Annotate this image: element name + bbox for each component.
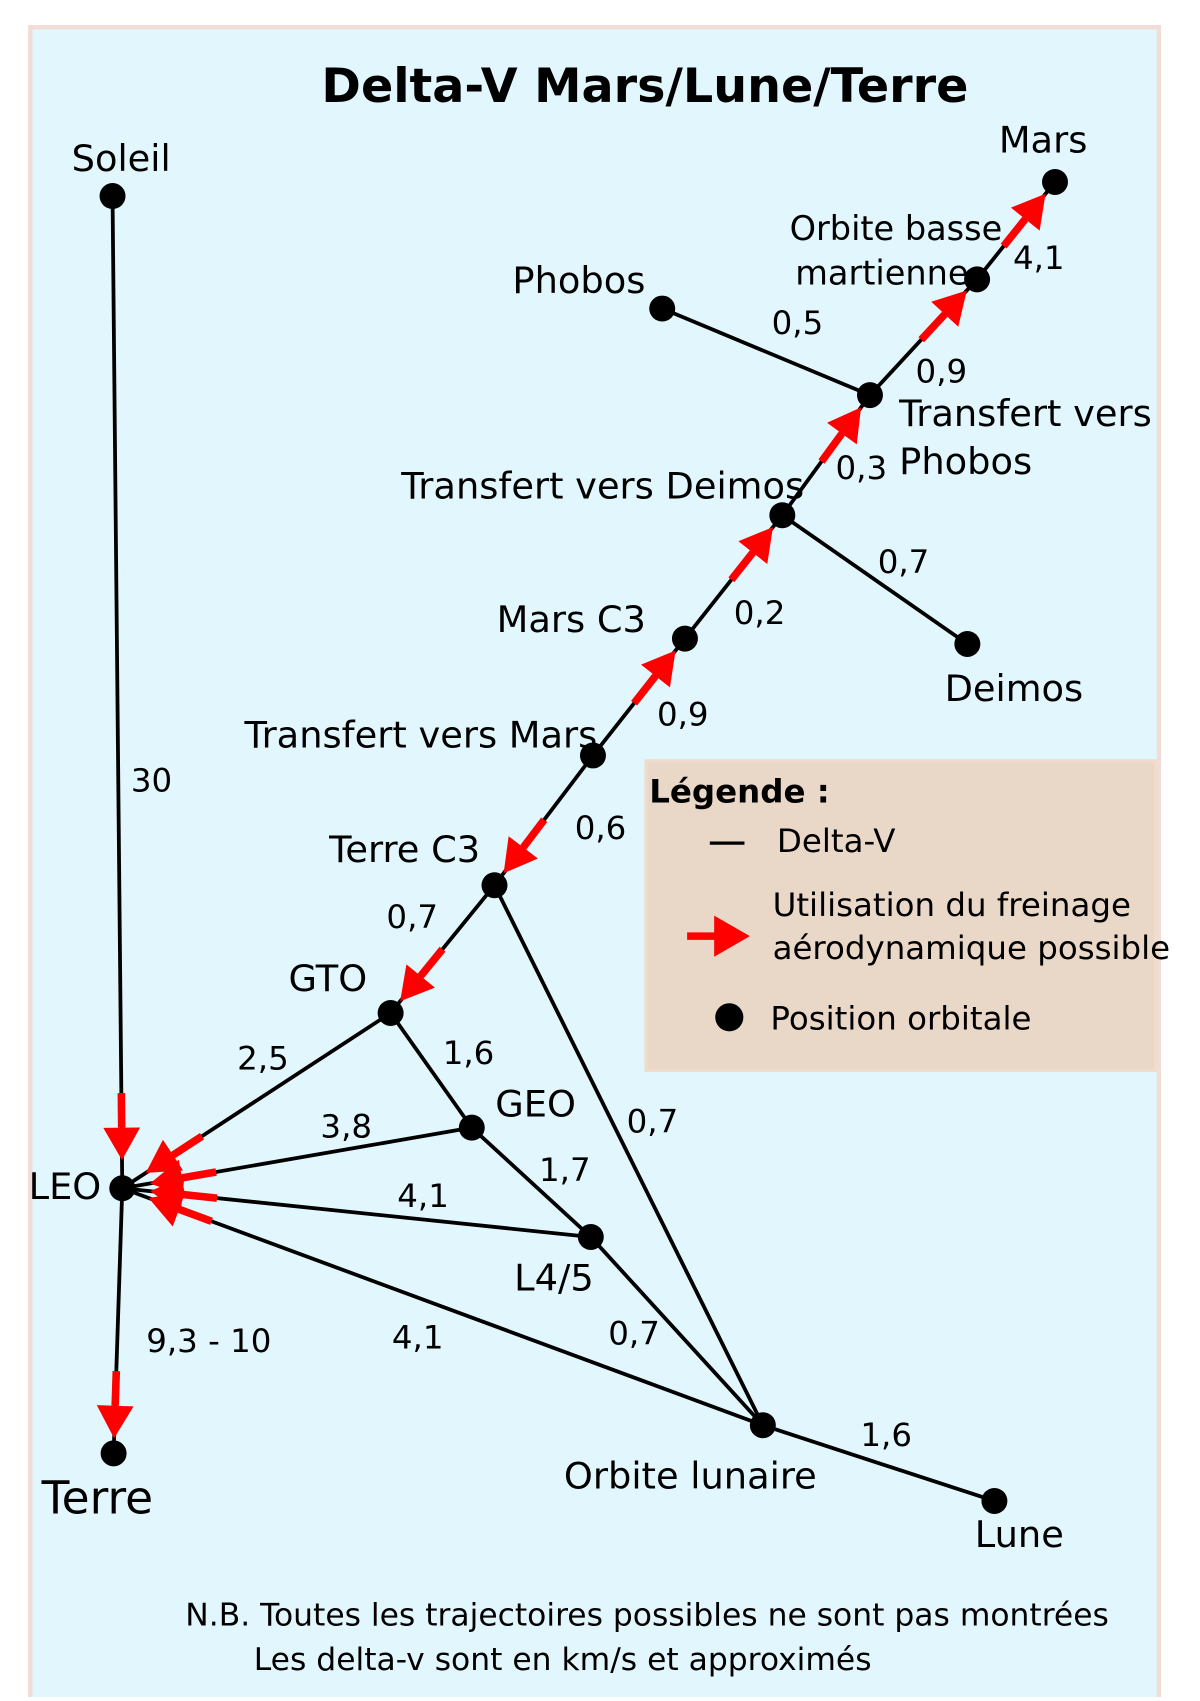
node-label: Mars — [999, 118, 1088, 161]
node-dot — [578, 1224, 604, 1250]
node-dot — [649, 296, 675, 322]
delta-v-label: 0,7 — [608, 1314, 660, 1352]
node-label: Lune — [975, 1513, 1064, 1556]
delta-v-label: 0,6 — [575, 809, 627, 847]
delta-v-label: 3,8 — [320, 1108, 372, 1146]
node-label: Transfert vers — [898, 392, 1152, 435]
node-label: Transfert vers Deimos — [400, 465, 804, 508]
node-dot — [482, 872, 508, 898]
delta-v-label: 0,2 — [734, 594, 786, 632]
node-label: Mars C3 — [497, 598, 646, 641]
node-label: Terre — [41, 1471, 154, 1524]
node-label: martienne — [795, 254, 968, 293]
aerobraking-shaft — [183, 1195, 217, 1199]
node-dot — [100, 183, 126, 209]
legend-aerobraking-2: aérodynamique possible — [773, 929, 1171, 967]
delta-v-label: 0,3 — [836, 449, 888, 487]
node-label: LEO — [29, 1165, 102, 1208]
delta-v-label: 0,5 — [772, 304, 824, 342]
node-label: GEO — [495, 1083, 576, 1126]
node-label: Phobos — [512, 259, 645, 302]
node-dot — [1042, 169, 1068, 195]
legend-delta-v: Delta-V — [777, 822, 896, 860]
node-label: GTO — [289, 957, 368, 1000]
delta-v-label: 0,9 — [657, 695, 709, 733]
node-dot — [981, 1488, 1007, 1514]
node-label: Deimos — [945, 667, 1084, 710]
node-dot — [109, 1175, 135, 1201]
node-dot — [101, 1440, 127, 1466]
delta-v-label: 0,7 — [878, 543, 930, 581]
legend-title: Légende : — [649, 772, 830, 810]
delta-v-label: 9,3 - 10 — [146, 1322, 271, 1360]
node-dot — [857, 382, 883, 408]
note: Les delta-v sont en km/s et approximés — [254, 1642, 872, 1678]
delta-v-label: 1,6 — [860, 1416, 912, 1454]
delta-v-label: 0,9 — [916, 352, 968, 390]
node-label: L4/5 — [514, 1257, 594, 1300]
node-label: Phobos — [899, 440, 1032, 483]
note: N.B. Toutes les trajectoires possibles n… — [185, 1598, 1109, 1634]
delta-v-label: 4,1 — [392, 1319, 444, 1357]
node-dot — [954, 631, 980, 657]
delta-v-label: 0,7 — [386, 898, 438, 936]
node-label: Orbite basse — [790, 209, 1003, 248]
legend-dot — [715, 1003, 743, 1031]
delta-v-label: 1,6 — [443, 1034, 495, 1072]
node-dot — [459, 1115, 485, 1141]
node-label: Soleil — [72, 137, 171, 180]
node-label: Transfert vers Mars — [244, 714, 598, 757]
node-label: Terre C3 — [328, 828, 480, 871]
node-dot — [672, 626, 698, 652]
legend-aerobraking-1: Utilisation du freinage — [773, 886, 1131, 924]
aerobraking-shaft — [115, 1371, 116, 1406]
delta-v-label: 4,1 — [397, 1177, 449, 1215]
node-dot — [378, 1000, 404, 1026]
delta-v-label: 1,7 — [539, 1151, 591, 1189]
node-label: Orbite lunaire — [564, 1455, 817, 1498]
delta-v-label: 0,7 — [627, 1102, 679, 1140]
delta-v-label: 4,1 — [1013, 239, 1065, 277]
delta-v-label: 2,5 — [237, 1040, 289, 1078]
delta-v-label: 30 — [131, 761, 172, 799]
legend: Légende : Delta-V Utilisation du freinag… — [646, 761, 1170, 1070]
legend-position: Position orbitale — [770, 1000, 1031, 1038]
node-dot — [750, 1412, 776, 1438]
title: Delta-V Mars/Lune/Terre — [321, 59, 968, 114]
